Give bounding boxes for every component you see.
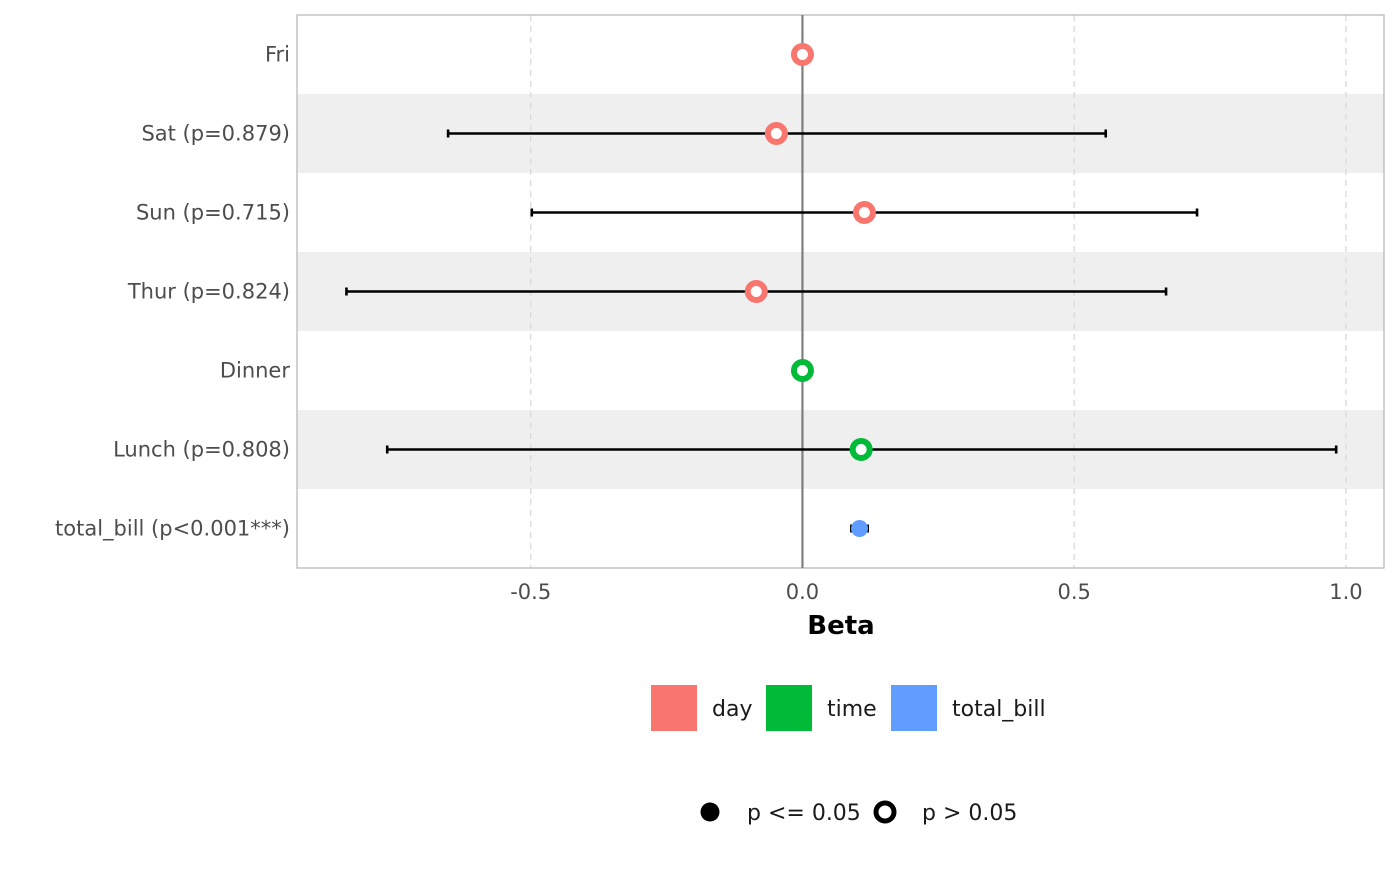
x-tick-label: 0.0 xyxy=(786,580,819,604)
legend-groups: day time total_bill xyxy=(651,685,1046,731)
x-axis-title: Beta xyxy=(807,611,874,641)
estimate-point-hollow xyxy=(852,201,876,224)
legend-key-total-bill xyxy=(891,685,937,731)
legend-label: total_bill xyxy=(952,697,1046,722)
legend-key-day xyxy=(651,685,697,731)
x-tick-label: 0.5 xyxy=(1058,580,1091,604)
y-tick-label: Thur (p=0.824) xyxy=(127,280,290,304)
legend-label: day xyxy=(712,697,752,722)
estimate-point-hollow xyxy=(744,280,768,303)
y-tick-label: Sun (p=0.715) xyxy=(136,201,290,225)
y-tick-label: Fri xyxy=(265,43,290,67)
panel-border xyxy=(296,14,1385,569)
legend-key-time xyxy=(766,685,812,731)
y-axis-labels: Fri Sat (p=0.879) Sun (p=0.715) Thur (p=0.8… xyxy=(55,43,290,542)
y-tick-label: Lunch (p=0.808) xyxy=(113,438,290,462)
x-axis-labels: -0.5 0.0 0.5 1.0 xyxy=(510,580,1362,604)
legend-shapes: p <= 0.05 p > 0.05 xyxy=(700,800,1017,826)
legend-label: time xyxy=(827,697,877,722)
estimate-point-hollow xyxy=(849,438,873,461)
legend-shape-hollow xyxy=(873,800,897,824)
legend-shape-filled xyxy=(700,802,720,822)
estimate-point-hollow xyxy=(764,122,788,145)
x-tick-label: 1.0 xyxy=(1329,580,1362,604)
y-tick-label: Sat (p=0.879) xyxy=(141,122,290,146)
x-tick-label: -0.5 xyxy=(510,580,551,604)
estimate-points xyxy=(744,43,876,537)
y-tick-label: Dinner xyxy=(220,359,291,383)
estimate-point-filled xyxy=(851,520,869,537)
estimate-point-hollow xyxy=(790,359,814,382)
legend-label: p > 0.05 xyxy=(922,801,1017,826)
estimate-point-hollow xyxy=(790,43,814,66)
y-tick-label: total_bill (p<0.001***) xyxy=(55,517,290,542)
legend-label: p <= 0.05 xyxy=(747,801,861,826)
